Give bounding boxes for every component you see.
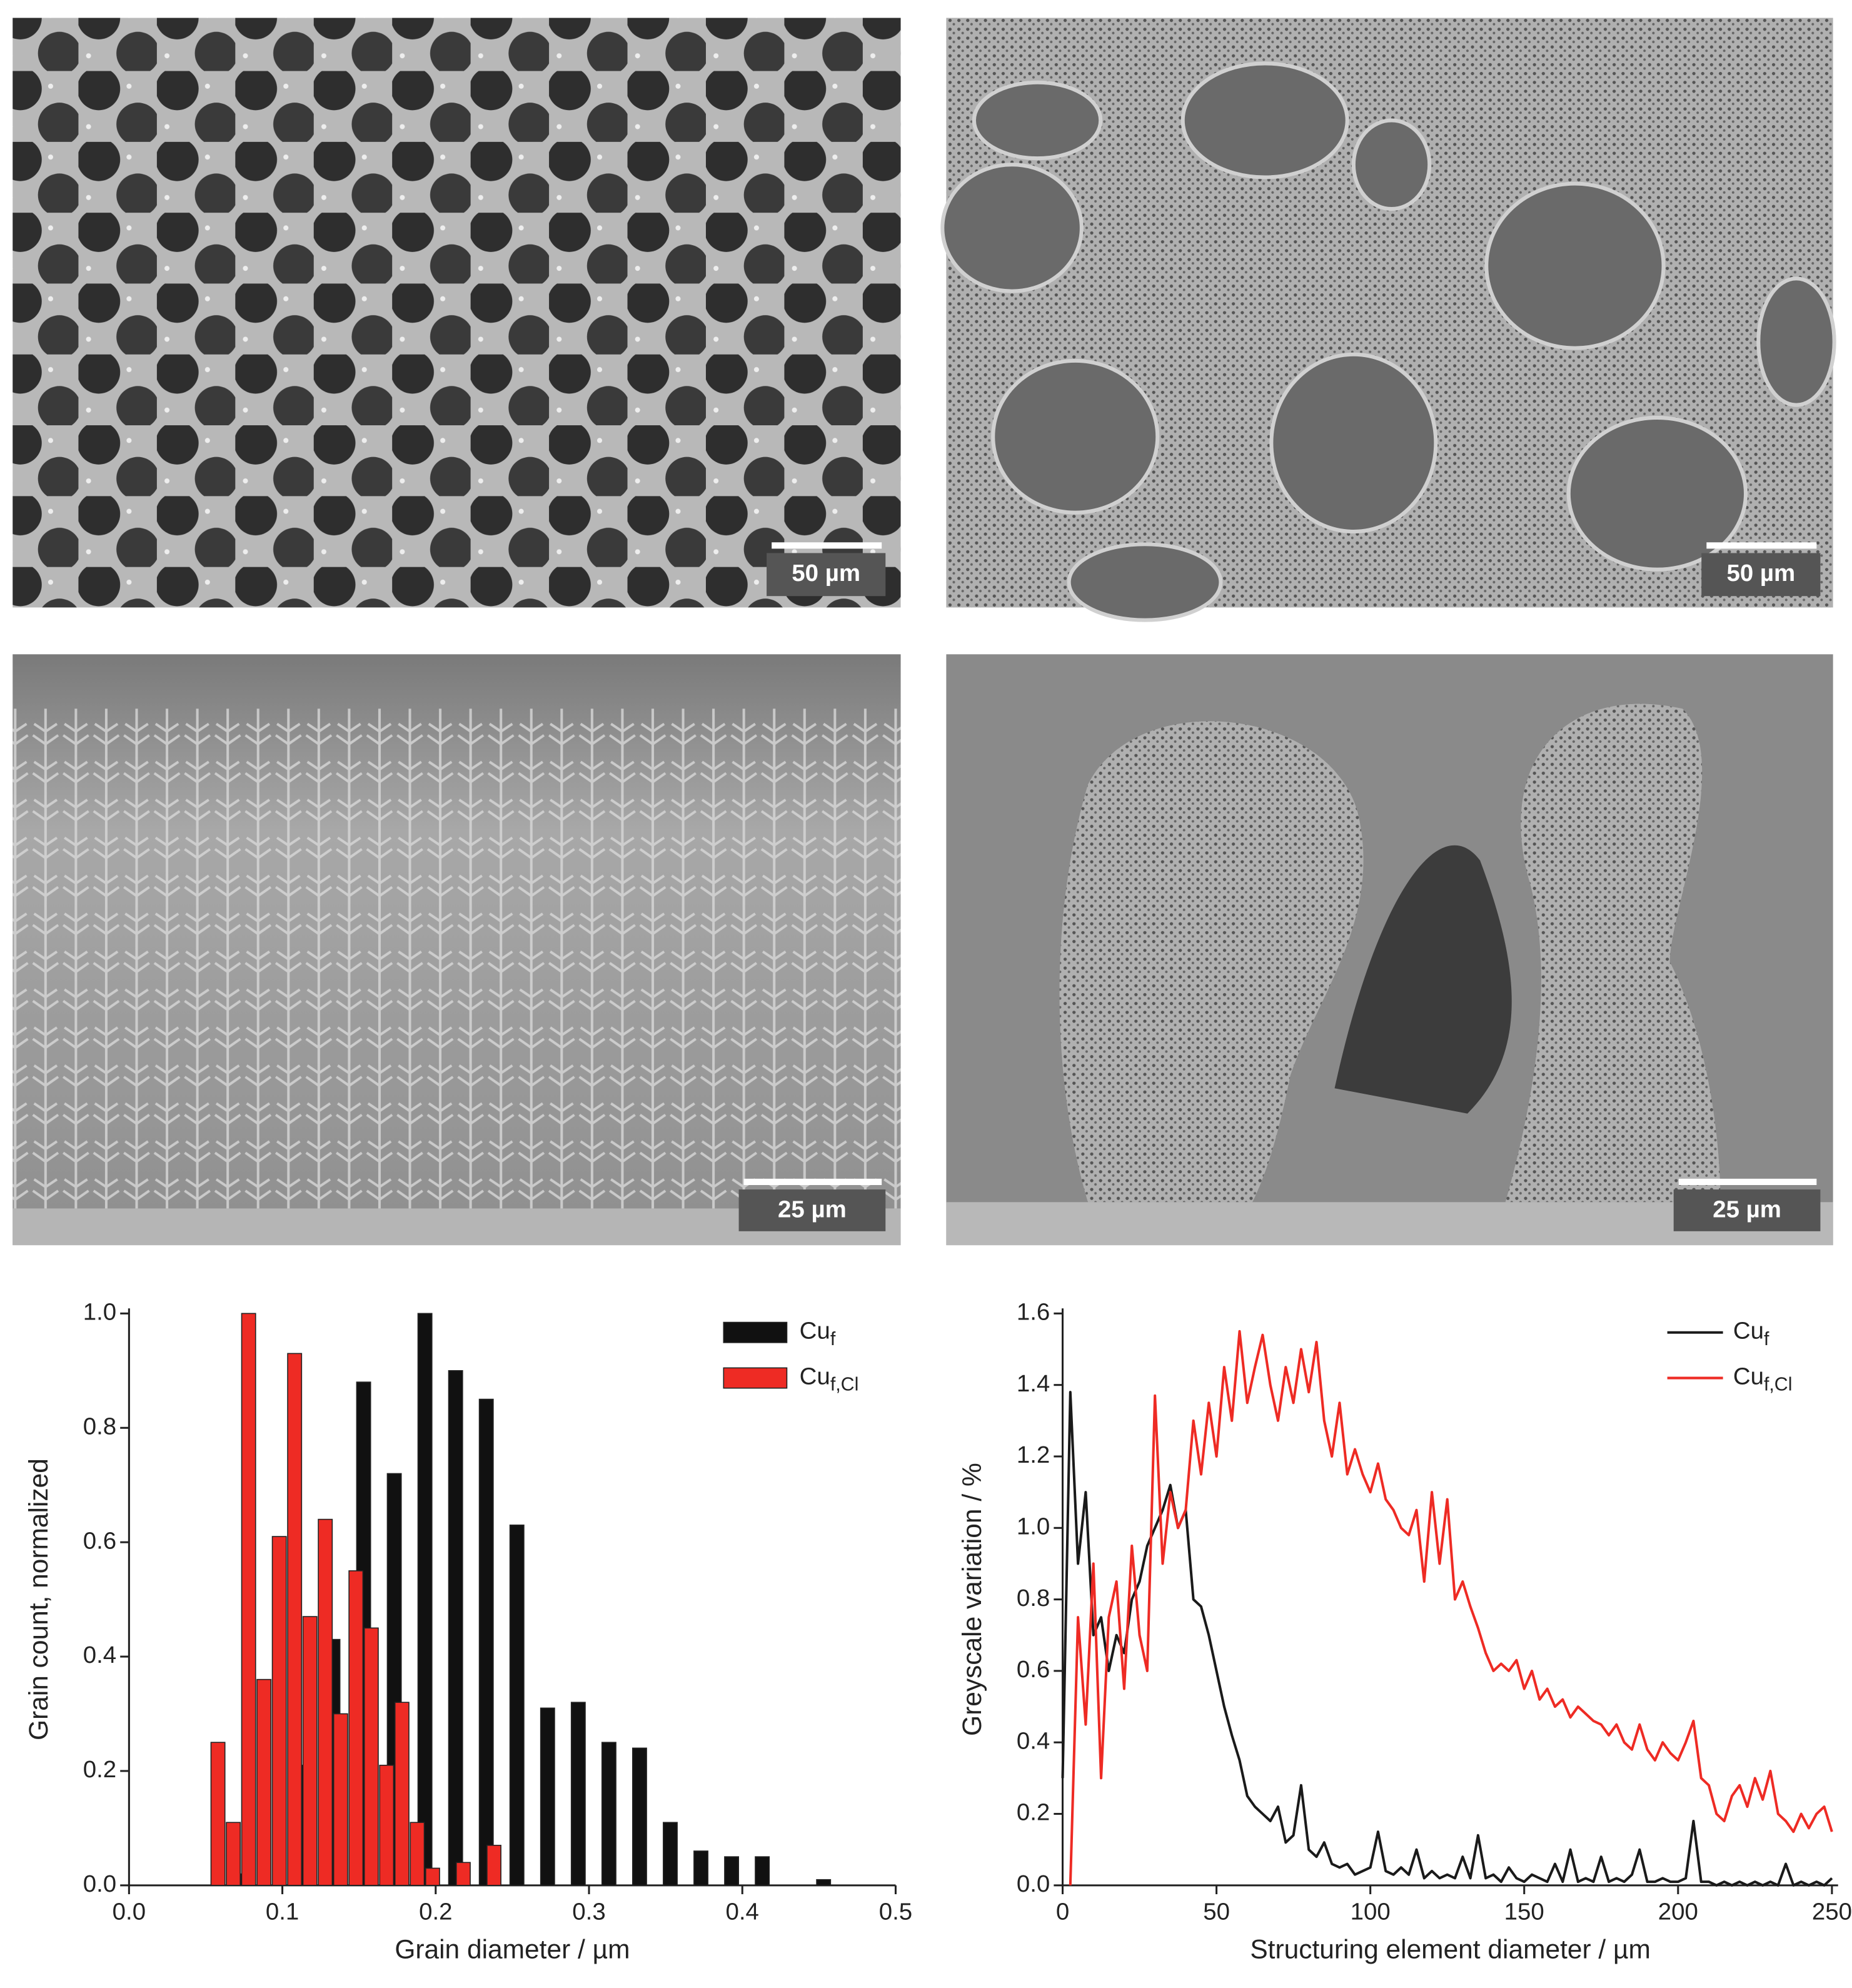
y-tick-label: 0.0 xyxy=(83,1870,116,1897)
legend-label: Cuf xyxy=(800,1318,836,1350)
y-tick-label: 0.6 xyxy=(83,1527,116,1554)
scale-bar-label: 25 µm xyxy=(1713,1196,1781,1223)
bar xyxy=(417,1313,433,1886)
bar xyxy=(348,1570,364,1886)
legend-name: Cu xyxy=(1733,1363,1764,1390)
y-tick-label: 1.0 xyxy=(83,1299,116,1326)
y-tick-label: 0.4 xyxy=(83,1642,116,1668)
legend-label: Cuf,Cl xyxy=(1733,1363,1793,1395)
y-tick-label: 0.8 xyxy=(1017,1585,1050,1612)
legend-subscript: f xyxy=(1764,1329,1769,1350)
bar xyxy=(570,1702,586,1886)
x-tick-label: 0.1 xyxy=(266,1899,299,1925)
bar xyxy=(448,1370,463,1886)
legend-label: Cuf xyxy=(1733,1318,1769,1350)
bar xyxy=(333,1713,348,1886)
bar xyxy=(271,1536,287,1886)
bar xyxy=(509,1524,525,1886)
sem-image-c: 25 µm xyxy=(13,654,901,1246)
bar xyxy=(601,1742,616,1886)
bar xyxy=(226,1822,241,1886)
y-axis-label: Greyscale variation / % xyxy=(958,1463,987,1736)
chart: 0.0 0.2 0.4 0.6 0.8 1.0 1.2 1.4 1.6 0 50 100 150 200 2… xyxy=(958,1299,1852,1965)
x-axis-label: Structuring element diameter / µm xyxy=(1250,1935,1651,1964)
scale-bar-label: 25 µm xyxy=(778,1196,847,1223)
bar xyxy=(241,1313,256,1886)
legend-label: Cuf,Cl xyxy=(800,1363,859,1395)
scale-bar-label: 50 µm xyxy=(792,560,860,587)
y-tick-label: 0.6 xyxy=(1017,1656,1050,1683)
y-tick-label: 0.0 xyxy=(1017,1870,1050,1897)
line xyxy=(1061,1391,1833,1887)
bar xyxy=(755,1856,770,1886)
sem-image-d: 25 µm xyxy=(946,654,1833,1246)
bar xyxy=(478,1398,494,1886)
legend-swatch xyxy=(723,1367,788,1389)
bar xyxy=(394,1702,410,1886)
bar xyxy=(456,1862,471,1886)
x-tick-label: 0.5 xyxy=(879,1899,912,1925)
x-tick-label: 150 xyxy=(1504,1899,1544,1925)
legend-name: Cu xyxy=(1733,1318,1764,1345)
bar xyxy=(256,1678,272,1886)
bar xyxy=(379,1765,395,1886)
legend-name: Cu xyxy=(800,1318,830,1345)
bar xyxy=(287,1353,303,1886)
legend-subscript: f xyxy=(830,1329,836,1350)
x-tick-label: 50 xyxy=(1203,1899,1230,1925)
bar xyxy=(410,1822,425,1886)
bar xyxy=(363,1627,379,1886)
legend-subscript: f,Cl xyxy=(830,1375,858,1395)
bar xyxy=(540,1707,555,1886)
chart: 0.0 0.2 0.4 0.6 0.8 1.0 0.0 0.1 0.2 0.3 0.4 0.5 Grai… xyxy=(24,1299,912,1965)
y-tick-label: 0.2 xyxy=(83,1756,116,1783)
bar xyxy=(693,1850,708,1886)
sem-image-a: 50 µm xyxy=(13,18,901,608)
bar xyxy=(302,1616,318,1886)
x-tick-label: 0.3 xyxy=(572,1899,605,1925)
sem-image-b: 50 µm xyxy=(940,18,1836,622)
x-tick-label: 0 xyxy=(1056,1899,1069,1925)
y-axis-label: Grain count, normalized xyxy=(24,1458,54,1740)
y-tick-label: 1.4 xyxy=(1017,1370,1050,1397)
y-tick-label: 1.0 xyxy=(1017,1513,1050,1540)
x-tick-label: 0.2 xyxy=(419,1899,452,1925)
x-tick-label: 100 xyxy=(1351,1899,1391,1925)
y-tick-label: 1.6 xyxy=(1017,1299,1050,1326)
x-tick-label: 200 xyxy=(1658,1899,1698,1925)
y-tick-label: 0.4 xyxy=(1017,1727,1050,1754)
x-axis-label: Grain diameter / µm xyxy=(395,1935,630,1964)
bar xyxy=(632,1747,647,1886)
bar xyxy=(210,1742,226,1886)
bar xyxy=(816,1879,832,1886)
y-tick-label: 0.2 xyxy=(1017,1799,1050,1826)
y-tick-label: 0.8 xyxy=(83,1413,116,1440)
legend-name: Cu xyxy=(800,1363,830,1390)
x-tick-label: 250 xyxy=(1812,1899,1852,1925)
scale-bar-label: 50 µm xyxy=(1726,560,1795,587)
bar xyxy=(425,1867,440,1886)
line xyxy=(1069,1330,1833,1885)
bar xyxy=(318,1518,333,1886)
x-tick-label: 0.4 xyxy=(726,1899,759,1925)
legend-swatch xyxy=(723,1321,788,1343)
bar xyxy=(724,1856,739,1886)
bar xyxy=(486,1845,501,1886)
x-tick-label: 0.0 xyxy=(113,1899,146,1925)
bar xyxy=(663,1822,678,1886)
y-tick-label: 1.2 xyxy=(1017,1441,1050,1468)
legend-subscript: f,Cl xyxy=(1764,1375,1793,1395)
